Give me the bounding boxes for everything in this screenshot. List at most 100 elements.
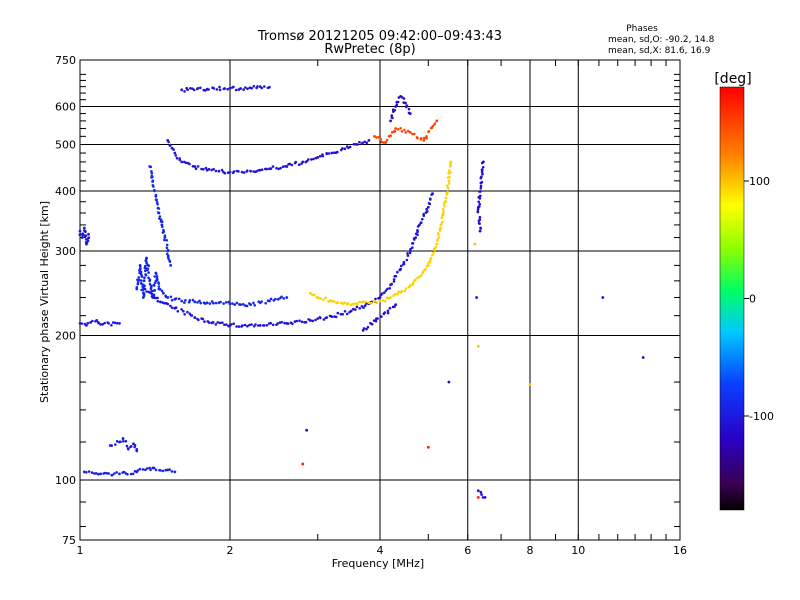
echo-point bbox=[115, 440, 119, 443]
echo-point bbox=[375, 136, 378, 139]
echo-point bbox=[246, 87, 249, 91]
chart-title: Tromsø 20121205 09:42:00–09:43:43 bbox=[257, 29, 502, 44]
echo-point bbox=[363, 140, 367, 144]
echo-point bbox=[341, 312, 345, 316]
echo-point bbox=[107, 472, 110, 475]
echo-point bbox=[313, 293, 316, 297]
echo-point bbox=[241, 324, 244, 327]
echo-point bbox=[180, 299, 184, 303]
echo-point bbox=[394, 293, 397, 296]
echo-point bbox=[184, 299, 187, 302]
echo-point bbox=[381, 299, 385, 302]
echo-point bbox=[477, 222, 481, 225]
echo-point bbox=[361, 328, 365, 332]
echo-point bbox=[168, 468, 171, 471]
echo-point bbox=[436, 238, 439, 241]
echo-point bbox=[263, 324, 266, 327]
echo-point bbox=[305, 428, 309, 432]
echo-point bbox=[429, 197, 432, 200]
echo-point bbox=[319, 297, 323, 300]
echo-point bbox=[437, 232, 440, 235]
y-tick-label: 400 bbox=[55, 185, 76, 198]
echo-point bbox=[406, 129, 410, 133]
echo-point bbox=[232, 170, 236, 173]
echo-point bbox=[336, 311, 340, 315]
echo-point bbox=[169, 295, 173, 299]
echo-point bbox=[110, 444, 113, 447]
echo-point bbox=[300, 162, 303, 165]
echo-point bbox=[394, 274, 398, 278]
echo-point bbox=[167, 140, 170, 144]
echo-point bbox=[214, 323, 218, 326]
echo-point bbox=[324, 296, 328, 300]
echo-point bbox=[424, 268, 427, 271]
echo-point bbox=[274, 297, 277, 301]
echo-point bbox=[78, 321, 82, 325]
echo-point bbox=[351, 307, 355, 311]
colorbar bbox=[719, 86, 745, 511]
echo-point bbox=[82, 470, 86, 474]
echo-point bbox=[314, 318, 317, 322]
echo-point bbox=[188, 299, 192, 302]
echo-point bbox=[145, 290, 148, 293]
echo-point bbox=[421, 217, 424, 221]
colorbar-tick-label: 0 bbox=[749, 293, 756, 306]
echo-point bbox=[311, 319, 315, 323]
echo-point bbox=[374, 297, 377, 301]
echo-point bbox=[388, 287, 392, 290]
echo-point bbox=[250, 323, 253, 326]
echo-point bbox=[180, 160, 184, 164]
echo-point bbox=[339, 312, 343, 316]
echo-point bbox=[479, 176, 483, 180]
echo-point bbox=[144, 269, 147, 273]
echo-point bbox=[164, 468, 167, 472]
echo-point bbox=[153, 281, 157, 285]
echo-point bbox=[124, 439, 128, 443]
echo-point bbox=[343, 147, 347, 151]
echo-point bbox=[377, 297, 380, 300]
echo-point bbox=[601, 296, 605, 299]
echo-point bbox=[245, 304, 249, 308]
echo-point bbox=[163, 238, 166, 242]
echo-point bbox=[332, 300, 336, 303]
echo-point bbox=[257, 300, 261, 304]
echo-point bbox=[144, 468, 147, 472]
echo-point bbox=[404, 131, 408, 134]
echo-point bbox=[249, 169, 253, 173]
echo-point bbox=[448, 175, 451, 179]
echo-point bbox=[164, 295, 168, 299]
echo-point bbox=[444, 196, 448, 200]
echo-point bbox=[433, 123, 436, 126]
echo-point bbox=[189, 87, 192, 90]
echo-point bbox=[242, 88, 245, 91]
echo-point bbox=[300, 320, 304, 324]
stats-header: Phases bbox=[626, 24, 658, 34]
echo-point bbox=[367, 301, 371, 305]
stats-line-x: mean, sd,X: 81.6, 16.9 bbox=[608, 46, 711, 56]
echo-point bbox=[172, 148, 175, 151]
echo-point bbox=[361, 141, 364, 145]
colorbar-tick-label: -100 bbox=[749, 410, 774, 423]
stats-line-o: mean, sd,O: -90.2, 14.8 bbox=[608, 35, 715, 45]
echo-point bbox=[378, 299, 382, 303]
echo-point bbox=[99, 472, 103, 476]
echo-point bbox=[191, 165, 195, 168]
echo-point bbox=[152, 466, 156, 470]
echo-point bbox=[163, 236, 167, 239]
echo-point bbox=[143, 284, 146, 288]
echo-point bbox=[434, 245, 438, 249]
echo-point bbox=[82, 226, 86, 230]
echo-point bbox=[136, 469, 140, 472]
echo-point bbox=[377, 136, 381, 139]
echo-point bbox=[383, 291, 386, 294]
echo-point bbox=[214, 301, 218, 305]
echo-point bbox=[478, 229, 482, 233]
echo-point bbox=[257, 324, 260, 327]
echo-point bbox=[173, 470, 177, 474]
x-tick-label: 4 bbox=[377, 544, 384, 557]
echo-point bbox=[94, 320, 97, 323]
echo-point bbox=[291, 322, 294, 326]
echo-point bbox=[341, 302, 345, 305]
echo-point bbox=[406, 252, 409, 255]
echo-point bbox=[271, 165, 275, 168]
